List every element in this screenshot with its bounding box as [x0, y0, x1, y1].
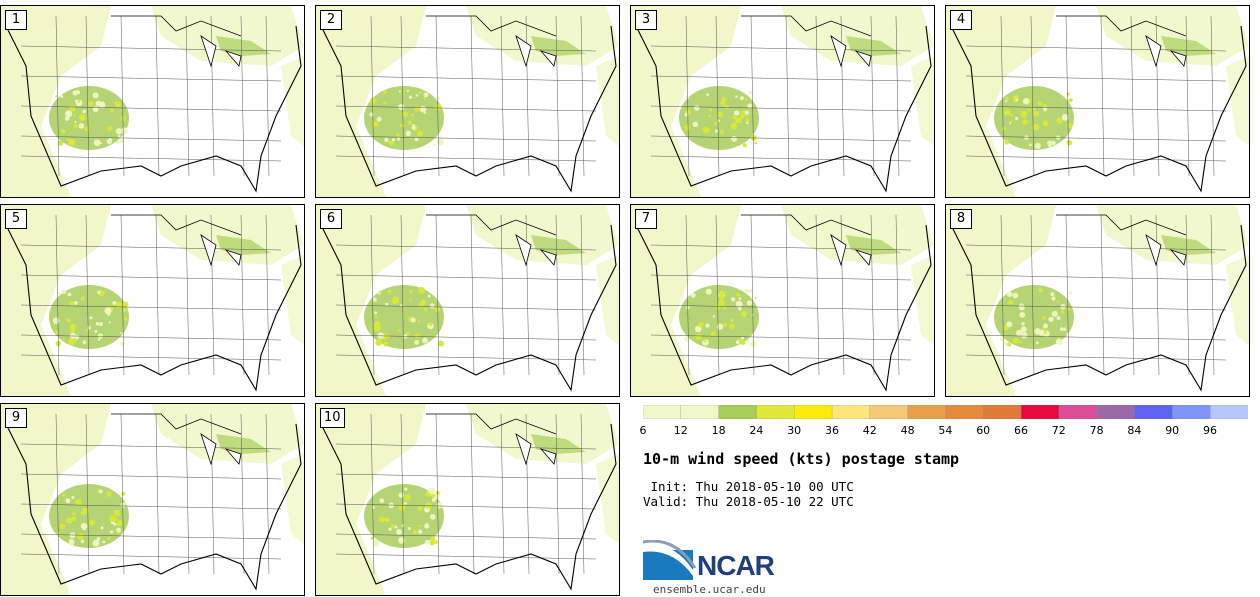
map-image [946, 205, 1249, 396]
panel-label: 2 [320, 10, 342, 30]
map-image [631, 6, 934, 197]
panel-label: 6 [320, 209, 342, 229]
valid-time: Valid: Thu 2018-05-10 22 UTC [643, 494, 854, 509]
map-image [1, 205, 304, 396]
panel-label: 3 [635, 10, 657, 30]
member-panel-4: 4 [945, 5, 1250, 198]
panel-label: 8 [950, 209, 972, 229]
colorbar-swatch [756, 405, 795, 419]
member-panel-1: 1 [0, 5, 305, 198]
colorbar-swatch [1172, 405, 1211, 419]
colorbar-tick: 18 [711, 424, 726, 437]
member-panel-10: 10 [315, 403, 620, 596]
panel-label: 9 [5, 408, 27, 428]
colorbar-tick: 90 [1165, 424, 1180, 437]
colorbar-swatch [680, 405, 720, 419]
colorbar-swatch [1210, 405, 1248, 419]
init-time: Init: Thu 2018-05-10 00 UTC [643, 479, 854, 494]
colorbar [643, 405, 1248, 419]
colorbar-tick: 12 [673, 424, 688, 437]
member-panel-7: 7 [630, 204, 935, 397]
colorbar-swatch [794, 405, 833, 419]
colorbar-tick: 36 [825, 424, 839, 437]
colorbar-swatch [1058, 405, 1098, 419]
panel-label: 7 [635, 209, 657, 229]
map-image [316, 6, 619, 197]
colorbar-swatch [945, 405, 984, 419]
colorbar-tick: 24 [749, 424, 764, 437]
colorbar-ticks: 6 12 18 24 30 36 42 48 54 60 66 72 78 84 90 96 [639, 424, 1260, 438]
map-image [316, 205, 619, 396]
colorbar-tick: 30 [787, 424, 802, 437]
member-panel-3: 3 [630, 5, 935, 198]
map-image [631, 205, 934, 396]
colorbar-tick: 72 [1051, 424, 1066, 437]
colorbar-tick: 6 [639, 424, 647, 437]
panel-label: 10 [320, 408, 345, 428]
colorbar-swatch [907, 405, 947, 419]
panel-label: 1 [5, 10, 27, 30]
member-panel-6: 6 [315, 204, 620, 397]
colorbar-tick: 78 [1089, 424, 1104, 437]
ncar-logo [643, 540, 697, 580]
map-image [946, 6, 1249, 197]
colorbar-swatch [1020, 405, 1060, 419]
member-panel-5: 5 [0, 204, 305, 397]
colorbar-swatch [643, 405, 682, 419]
member-panel-2: 2 [315, 5, 620, 198]
colorbar-swatch [1096, 405, 1136, 419]
colorbar-tick: 54 [938, 424, 953, 437]
colorbar-tick: 60 [976, 424, 991, 437]
map-image [1, 6, 304, 197]
logo-wordmark: NCAR [697, 550, 775, 581]
colorbar-tick: 66 [1014, 424, 1028, 437]
member-panel-8: 8 [945, 204, 1250, 397]
plot-title: 10-m wind speed (kts) postage stamp [643, 450, 960, 468]
colorbar-tick: 48 [900, 424, 915, 437]
member-panel-9: 9 [0, 403, 305, 596]
colorbar-swatch [831, 405, 871, 419]
colorbar-tick: 96 [1203, 424, 1217, 437]
colorbar-tick: 84 [1127, 424, 1142, 437]
map-image [1, 404, 304, 595]
site-url: ensemble.ucar.edu [653, 583, 766, 596]
colorbar-swatch [983, 405, 1022, 419]
colorbar-tick: 42 [862, 424, 877, 437]
map-image [316, 404, 619, 595]
colorbar-swatch [869, 405, 909, 419]
colorbar-swatch [1134, 405, 1174, 419]
panel-label: 4 [950, 10, 972, 30]
panel-label: 5 [5, 209, 27, 229]
colorbar-swatch [718, 405, 758, 419]
